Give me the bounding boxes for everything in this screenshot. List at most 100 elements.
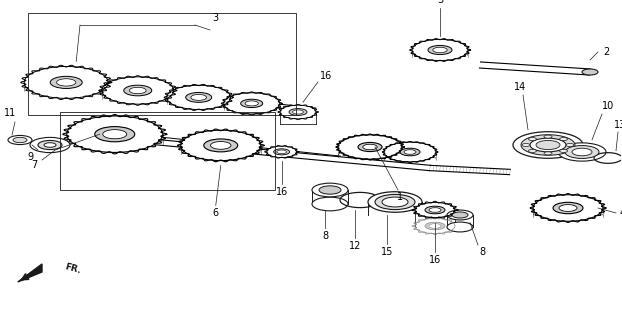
Polygon shape — [18, 264, 42, 282]
Ellipse shape — [363, 144, 377, 150]
Bar — [28, 13, 296, 115]
Ellipse shape — [211, 141, 231, 149]
Ellipse shape — [415, 218, 455, 234]
Ellipse shape — [428, 45, 452, 54]
Ellipse shape — [8, 135, 32, 145]
Text: 13: 13 — [614, 120, 622, 130]
Text: 14: 14 — [514, 82, 526, 92]
Text: 9: 9 — [27, 152, 33, 162]
Ellipse shape — [382, 197, 408, 207]
Ellipse shape — [447, 222, 473, 232]
Ellipse shape — [292, 110, 304, 114]
Ellipse shape — [267, 146, 297, 157]
Ellipse shape — [38, 140, 62, 149]
Ellipse shape — [565, 146, 599, 158]
Ellipse shape — [368, 192, 422, 212]
Text: 7: 7 — [31, 160, 37, 170]
Ellipse shape — [319, 186, 341, 194]
Text: 8: 8 — [322, 231, 328, 241]
Ellipse shape — [245, 101, 258, 106]
Text: 4: 4 — [620, 208, 622, 218]
Ellipse shape — [181, 130, 261, 161]
Ellipse shape — [559, 204, 577, 212]
Text: 16: 16 — [429, 255, 441, 265]
Ellipse shape — [560, 149, 567, 152]
Ellipse shape — [289, 108, 307, 116]
Polygon shape — [154, 139, 430, 171]
Polygon shape — [430, 165, 510, 175]
Ellipse shape — [312, 197, 348, 211]
Ellipse shape — [44, 143, 56, 147]
Ellipse shape — [384, 142, 436, 162]
Ellipse shape — [241, 99, 262, 108]
Ellipse shape — [529, 138, 536, 140]
Ellipse shape — [400, 148, 420, 156]
Ellipse shape — [415, 202, 455, 218]
Ellipse shape — [560, 138, 567, 140]
Ellipse shape — [129, 87, 146, 94]
Text: 2: 2 — [603, 47, 609, 57]
Ellipse shape — [312, 183, 348, 197]
Ellipse shape — [50, 76, 82, 88]
Polygon shape — [39, 78, 315, 112]
Ellipse shape — [425, 222, 445, 230]
Text: FR.: FR. — [64, 262, 82, 275]
Ellipse shape — [412, 39, 468, 60]
Ellipse shape — [513, 132, 583, 158]
Ellipse shape — [204, 139, 238, 152]
Ellipse shape — [224, 93, 280, 114]
Ellipse shape — [375, 194, 415, 210]
Ellipse shape — [566, 143, 574, 147]
Ellipse shape — [572, 148, 592, 156]
Text: 11: 11 — [4, 108, 16, 118]
Ellipse shape — [186, 92, 211, 102]
Ellipse shape — [533, 195, 603, 221]
Ellipse shape — [522, 143, 530, 147]
Text: 15: 15 — [381, 247, 393, 257]
Ellipse shape — [277, 150, 287, 154]
Ellipse shape — [452, 212, 468, 218]
Text: 5: 5 — [437, 0, 443, 5]
Ellipse shape — [544, 152, 552, 155]
Ellipse shape — [124, 85, 152, 96]
Ellipse shape — [338, 135, 402, 159]
Ellipse shape — [425, 206, 445, 214]
Text: 16: 16 — [276, 187, 288, 197]
Ellipse shape — [167, 85, 231, 109]
Text: 12: 12 — [349, 241, 361, 251]
Ellipse shape — [13, 137, 27, 143]
Text: 10: 10 — [602, 101, 614, 111]
Ellipse shape — [433, 47, 447, 53]
Ellipse shape — [536, 140, 560, 149]
Ellipse shape — [529, 149, 536, 152]
Ellipse shape — [67, 116, 163, 152]
Text: 3: 3 — [212, 13, 218, 23]
Ellipse shape — [558, 143, 606, 161]
Bar — [60, 112, 275, 190]
Ellipse shape — [95, 127, 135, 142]
Ellipse shape — [429, 224, 441, 228]
Ellipse shape — [280, 105, 316, 119]
Text: 8: 8 — [479, 247, 485, 257]
Ellipse shape — [103, 130, 127, 139]
Polygon shape — [75, 128, 340, 160]
Ellipse shape — [429, 208, 441, 212]
Polygon shape — [480, 62, 590, 75]
Text: 6: 6 — [213, 208, 219, 218]
Ellipse shape — [521, 135, 575, 155]
Ellipse shape — [30, 137, 70, 153]
Ellipse shape — [530, 138, 566, 152]
Ellipse shape — [553, 202, 583, 214]
Ellipse shape — [582, 69, 598, 75]
Ellipse shape — [404, 150, 416, 154]
Ellipse shape — [447, 210, 473, 220]
Ellipse shape — [57, 79, 76, 86]
Ellipse shape — [274, 149, 290, 155]
Ellipse shape — [24, 67, 108, 98]
Ellipse shape — [358, 142, 382, 152]
Text: 16: 16 — [320, 71, 332, 81]
Ellipse shape — [191, 94, 207, 100]
Text: 1: 1 — [397, 192, 403, 202]
Ellipse shape — [544, 135, 552, 138]
Ellipse shape — [102, 77, 174, 104]
